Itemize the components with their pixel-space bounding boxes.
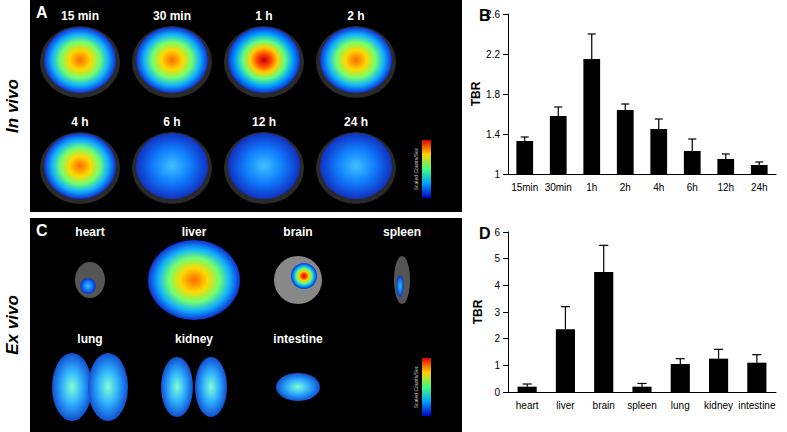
svg-text:Scaled Counts/Sec: Scaled Counts/Sec	[413, 365, 419, 408]
svg-text:lung: lung	[671, 400, 690, 411]
svg-text:1.4: 1.4	[486, 129, 500, 140]
svg-text:spleen: spleen	[383, 225, 421, 239]
svg-text:30 min: 30 min	[153, 9, 191, 23]
svg-text:1h: 1h	[586, 182, 597, 193]
svg-text:2: 2	[494, 333, 500, 344]
svg-text:heart: heart	[516, 400, 539, 411]
svg-text:1.8: 1.8	[486, 89, 500, 100]
svg-text:1: 1	[494, 360, 500, 371]
svg-text:15 min: 15 min	[61, 9, 99, 23]
svg-text:24 h: 24 h	[344, 115, 368, 129]
svg-text:0: 0	[494, 387, 500, 398]
svg-text:4h: 4h	[653, 182, 664, 193]
svg-text:D: D	[479, 225, 491, 242]
svg-text:kidney: kidney	[704, 400, 733, 411]
svg-text:brain: brain	[283, 225, 312, 239]
svg-text:Ex vivo: Ex vivo	[3, 295, 22, 355]
svg-text:kidney: kidney	[175, 332, 213, 346]
svg-text:brain: brain	[593, 400, 615, 411]
svg-text:TBR: TBR	[469, 81, 483, 106]
svg-text:2 h: 2 h	[347, 9, 364, 23]
svg-text:1: 1	[494, 169, 500, 180]
svg-text:12 h: 12 h	[252, 115, 276, 129]
svg-text:12h: 12h	[717, 182, 734, 193]
svg-text:intestine: intestine	[738, 400, 776, 411]
svg-text:2h: 2h	[620, 182, 631, 193]
svg-text:B: B	[479, 7, 491, 24]
svg-text:30min: 30min	[545, 182, 572, 193]
svg-text:6h: 6h	[687, 182, 698, 193]
svg-text:In vivo: In vivo	[3, 79, 22, 133]
svg-text:3: 3	[494, 307, 500, 318]
svg-text:lung: lung	[77, 332, 102, 346]
svg-text:TBR: TBR	[471, 299, 485, 324]
svg-text:intestine: intestine	[273, 332, 323, 346]
svg-text:6: 6	[494, 227, 500, 238]
svg-text:15min: 15min	[511, 182, 538, 193]
svg-text:2.2: 2.2	[486, 49, 500, 60]
svg-text:liver: liver	[182, 225, 207, 239]
svg-text:24h: 24h	[751, 182, 768, 193]
svg-text:6 h: 6 h	[163, 115, 180, 129]
svg-text:liver: liver	[556, 400, 575, 411]
svg-text:4 h: 4 h	[71, 115, 88, 129]
svg-text:heart: heart	[75, 225, 104, 239]
svg-text:Scaled Counts/Sec: Scaled Counts/Sec	[413, 147, 419, 190]
svg-text:spleen: spleen	[627, 400, 656, 411]
svg-text:A: A	[36, 4, 48, 21]
svg-text:2.6: 2.6	[486, 8, 500, 20]
svg-text:1 h: 1 h	[255, 9, 272, 23]
svg-text:5: 5	[494, 253, 500, 264]
svg-text:C: C	[36, 222, 48, 239]
svg-text:4: 4	[494, 280, 500, 291]
